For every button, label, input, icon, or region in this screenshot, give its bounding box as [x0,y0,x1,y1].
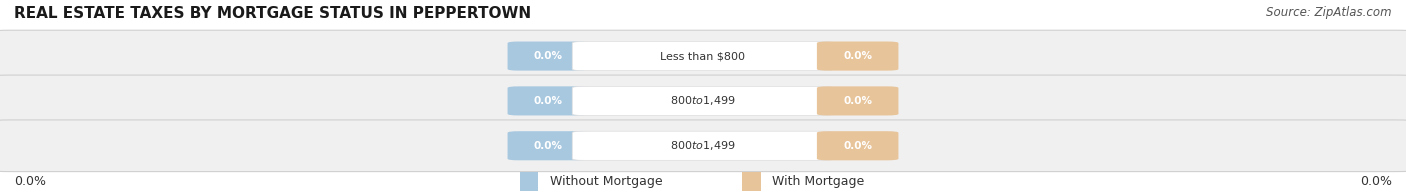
FancyBboxPatch shape [508,86,589,115]
FancyBboxPatch shape [0,120,1406,172]
Text: With Mortgage: With Mortgage [772,175,865,188]
FancyBboxPatch shape [572,131,834,160]
Text: 0.0%: 0.0% [844,96,872,106]
Text: 0.0%: 0.0% [14,175,46,188]
FancyBboxPatch shape [520,172,538,191]
FancyBboxPatch shape [508,42,589,71]
Text: 0.0%: 0.0% [534,141,562,151]
Text: 0.0%: 0.0% [534,96,562,106]
Text: $800 to $1,499: $800 to $1,499 [671,94,735,107]
Text: Without Mortgage: Without Mortgage [550,175,662,188]
Text: $800 to $1,499: $800 to $1,499 [671,139,735,152]
FancyBboxPatch shape [572,86,834,115]
Text: Source: ZipAtlas.com: Source: ZipAtlas.com [1267,6,1392,19]
Text: 0.0%: 0.0% [534,51,562,61]
FancyBboxPatch shape [817,86,898,115]
FancyBboxPatch shape [0,30,1406,82]
FancyBboxPatch shape [742,172,761,191]
FancyBboxPatch shape [817,42,898,71]
Text: 0.0%: 0.0% [844,141,872,151]
Text: 0.0%: 0.0% [1360,175,1392,188]
Text: 0.0%: 0.0% [844,51,872,61]
Text: Less than $800: Less than $800 [661,51,745,61]
Text: REAL ESTATE TAXES BY MORTGAGE STATUS IN PEPPERTOWN: REAL ESTATE TAXES BY MORTGAGE STATUS IN … [14,6,531,21]
FancyBboxPatch shape [508,131,589,160]
FancyBboxPatch shape [0,75,1406,127]
FancyBboxPatch shape [817,131,898,160]
FancyBboxPatch shape [572,42,834,71]
